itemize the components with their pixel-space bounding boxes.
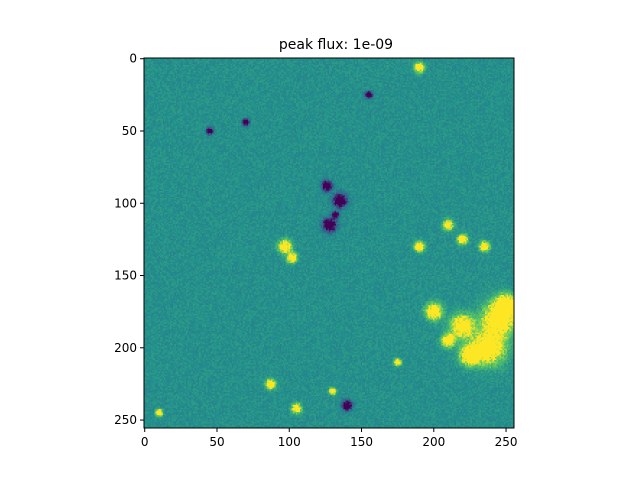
chart-title: peak flux: 1e-09 [279, 37, 393, 53]
y-tick-label: 200 [114, 341, 137, 355]
heatmap-image [144, 58, 514, 428]
x-tick-label: 150 [350, 435, 373, 449]
x-tick-label: 50 [209, 435, 224, 449]
x-axis: 0 50 100 150 200 250 [141, 428, 518, 449]
x-tick-label: 200 [422, 435, 445, 449]
x-tick-label: 250 [495, 435, 518, 449]
axes-frame [143, 57, 515, 429]
y-tick-label: 150 [114, 269, 137, 283]
y-tick-label: 250 [114, 413, 137, 427]
x-tick-label: 100 [278, 435, 301, 449]
x-tick-label: 0 [141, 435, 149, 449]
y-tick-label: 100 [114, 196, 137, 210]
y-axis: 0 50 100 150 200 250 [114, 52, 144, 427]
y-tick-label: 0 [129, 52, 137, 66]
plot-area [143, 57, 515, 429]
heatmap-image-container [144, 58, 514, 428]
y-tick-label: 50 [122, 124, 137, 138]
